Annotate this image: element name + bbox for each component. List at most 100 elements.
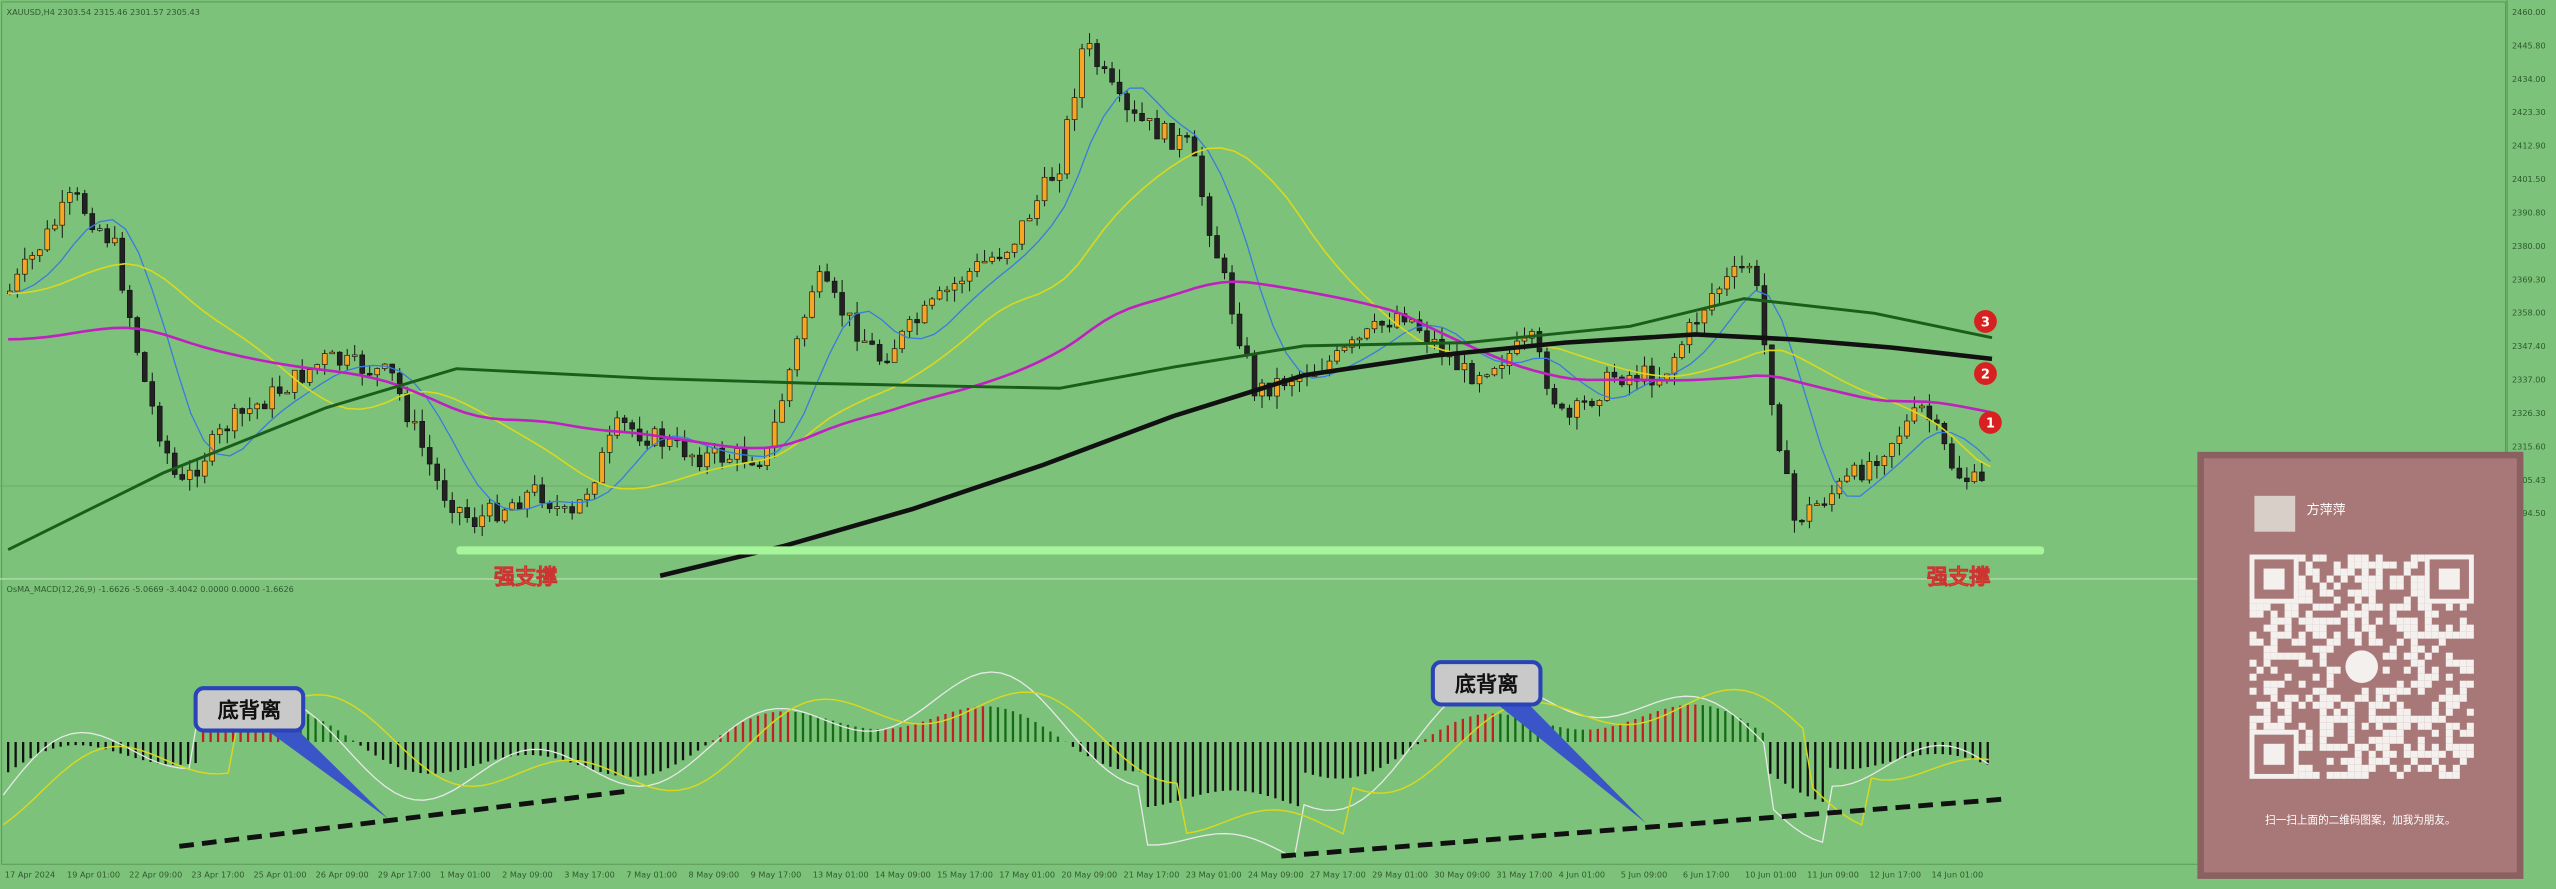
candle-body xyxy=(1064,119,1070,175)
qr-module xyxy=(2333,561,2341,569)
candle-body xyxy=(1341,346,1348,351)
candle-body xyxy=(1596,400,1603,406)
qr-module xyxy=(2424,764,2432,772)
candle-body xyxy=(546,502,553,509)
qr-module xyxy=(2445,701,2453,709)
candle-body xyxy=(1964,477,1970,483)
qr-module xyxy=(2438,750,2446,758)
qr-module xyxy=(2466,631,2474,639)
qr-module xyxy=(2417,589,2425,597)
qr-module xyxy=(2347,722,2355,730)
qr-module xyxy=(2368,750,2376,758)
candle-body xyxy=(1019,220,1025,245)
qr-module xyxy=(2340,610,2348,618)
qr-module xyxy=(2284,617,2292,625)
support-label: 强支撑 xyxy=(1927,564,1991,589)
qr-module xyxy=(2284,701,2292,709)
candle-body xyxy=(1799,519,1805,523)
qr-module xyxy=(2361,603,2369,611)
time-label: 3 May 17:00 xyxy=(564,869,615,879)
candle-body xyxy=(1056,173,1063,181)
candle-body xyxy=(74,192,81,195)
qr-module xyxy=(2312,603,2320,611)
candle-body xyxy=(989,256,995,262)
qr-module xyxy=(2410,554,2418,562)
qr-module xyxy=(2382,701,2390,709)
qr-module xyxy=(2410,617,2418,625)
candle-body xyxy=(1896,435,1903,444)
candle-body xyxy=(1941,422,1948,445)
price-label: 2401.50 xyxy=(2512,174,2546,184)
time-label: 29 May 01:00 xyxy=(1372,869,1428,879)
time-label: 25 Apr 01:00 xyxy=(253,869,306,879)
qr-module xyxy=(2319,645,2327,653)
qr-module xyxy=(2361,610,2369,618)
qr-module xyxy=(2417,750,2425,758)
qr-module xyxy=(2445,624,2453,632)
qr-module xyxy=(2270,666,2278,674)
qr-module xyxy=(2333,771,2341,779)
qr-module xyxy=(2382,687,2390,695)
qr-module xyxy=(2298,575,2306,583)
candle-body xyxy=(1979,471,1985,481)
qr-module xyxy=(2312,687,2320,695)
qr-module xyxy=(2305,596,2313,604)
qr-module xyxy=(2459,603,2467,611)
candle-body xyxy=(929,298,935,306)
candle-body xyxy=(1589,400,1595,406)
qr-module xyxy=(2270,638,2278,646)
qr-module xyxy=(2319,701,2327,709)
qr-module xyxy=(2361,582,2369,590)
qr-module xyxy=(2389,694,2397,702)
qr-module xyxy=(2340,701,2348,709)
qr-logo xyxy=(2345,650,2378,683)
qr-module xyxy=(2368,596,2376,604)
candle-body xyxy=(1004,252,1010,259)
qr-module xyxy=(2270,624,2278,632)
qr-module xyxy=(2354,596,2362,604)
candle-body xyxy=(951,283,958,291)
qr-module xyxy=(2249,673,2257,681)
qr-module xyxy=(2368,715,2376,723)
qr-module xyxy=(2410,750,2418,758)
candle-body xyxy=(689,454,695,458)
qr-finder xyxy=(2249,729,2299,779)
candle-body xyxy=(1821,503,1828,506)
candle-body xyxy=(1416,319,1423,332)
qr-module xyxy=(2347,603,2355,611)
qr-module xyxy=(2375,722,2383,730)
moving-averages xyxy=(7,87,1993,578)
candle-body xyxy=(1701,309,1708,324)
candle-body xyxy=(1431,338,1438,343)
candle-body xyxy=(1911,407,1918,422)
candle-body xyxy=(524,491,530,510)
qr-module xyxy=(2445,708,2453,716)
time-label: 9 May 17:00 xyxy=(751,869,802,879)
qr-module xyxy=(2396,624,2404,632)
candle-body xyxy=(1754,265,1760,286)
candle-body xyxy=(1229,272,1235,315)
candle-body xyxy=(561,506,568,509)
candle-body xyxy=(1041,176,1048,202)
qr-module xyxy=(2424,652,2432,660)
qr-module xyxy=(2361,694,2369,702)
qr-module xyxy=(2270,610,2278,618)
qr-module xyxy=(2375,575,2383,583)
qr-module xyxy=(2403,568,2411,576)
qr-module xyxy=(2445,659,2453,667)
qr-module xyxy=(2403,561,2411,569)
qr-module xyxy=(2326,617,2334,625)
candle-body xyxy=(22,258,28,275)
qr-module xyxy=(2438,631,2446,639)
candle-body xyxy=(1949,443,1955,469)
candle-body xyxy=(1484,374,1490,377)
qr-module xyxy=(2298,701,2306,709)
candle-body xyxy=(944,289,950,293)
candle-body xyxy=(471,517,478,527)
qr-module xyxy=(2256,638,2264,646)
qr-module xyxy=(2361,624,2369,632)
candle-body xyxy=(186,469,193,480)
candle-body xyxy=(1236,313,1243,347)
qr-module xyxy=(2263,624,2271,632)
qr-module xyxy=(2249,659,2257,667)
